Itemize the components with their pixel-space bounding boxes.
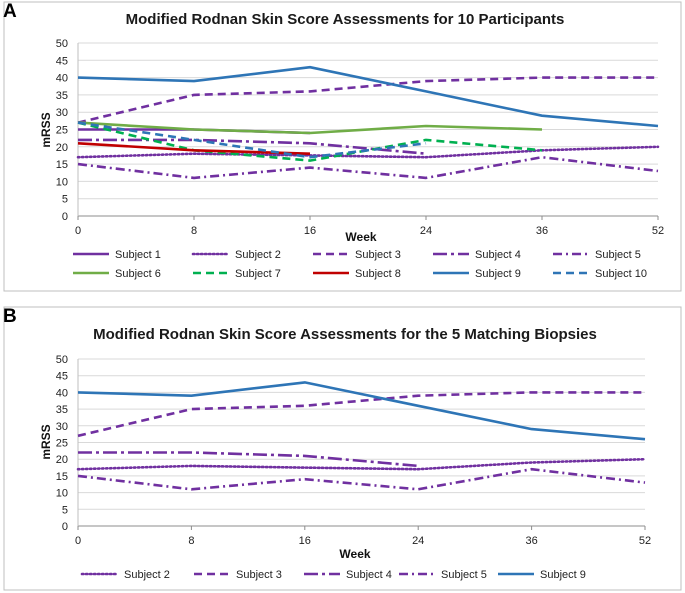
y-tick-label: 0 xyxy=(62,211,68,223)
y-tick-label: 50 xyxy=(56,354,68,366)
x-tick-label: 16 xyxy=(299,535,311,547)
x-tick-label: 52 xyxy=(652,225,664,237)
x-tick-label: 0 xyxy=(75,225,81,237)
x-tick-label: 24 xyxy=(420,225,432,237)
legend-label: Subject 2 xyxy=(235,249,281,261)
y-tick-label: 0 xyxy=(62,521,68,533)
y-tick-label: 30 xyxy=(56,421,68,433)
y-axis-title: mRSS xyxy=(39,112,53,147)
series-line-subject-6 xyxy=(77,121,543,135)
panel-label: B xyxy=(3,306,17,327)
y-tick-label: 50 xyxy=(56,38,68,50)
series-line-subject-3 xyxy=(77,391,645,438)
chart-title: Modified Rodnan Skin Score Assessments f… xyxy=(126,11,565,28)
y-tick-label: 40 xyxy=(56,387,68,399)
x-tick-label: 8 xyxy=(188,535,194,547)
y-tick-label: 20 xyxy=(56,142,68,154)
y-tick-label: 20 xyxy=(56,454,68,466)
series-line-subject-9 xyxy=(77,381,646,441)
x-tick-label: 36 xyxy=(525,535,537,547)
legend: Subject 1 Subject 2 Subject 3 Subject 4 Subj… xyxy=(73,249,647,280)
y-tick-label: 40 xyxy=(56,73,68,85)
y-tick-label: 15 xyxy=(56,159,68,171)
x-tick-label: 36 xyxy=(536,225,548,237)
legend-label: Subject 1 xyxy=(115,249,161,261)
y-tick-label: 30 xyxy=(56,107,68,119)
series-line-subject-4 xyxy=(78,451,419,468)
legend-label: Subject 9 xyxy=(540,569,586,581)
y-tick-label: 45 xyxy=(56,371,68,383)
x-tick-label: 0 xyxy=(75,535,81,547)
y-tick-label: 35 xyxy=(56,404,68,416)
series-line-subject-9 xyxy=(77,65,659,128)
chart-panel-B: B Modified Rodnan Skin Score Assessments … xyxy=(3,306,682,591)
series-line-subject-7 xyxy=(77,121,543,162)
chart-title: Modified Rodnan Skin Score Assessments f… xyxy=(93,326,597,343)
series-line-subject-10 xyxy=(77,121,427,159)
y-tick-label: 15 xyxy=(56,471,68,483)
series-line-subject-2 xyxy=(76,145,660,159)
chart-panel-A: A Modified Rodnan Skin Score Assessments … xyxy=(3,1,682,292)
legend-label: Subject 5 xyxy=(441,569,487,581)
y-tick-label: 25 xyxy=(56,125,68,137)
chart-frame xyxy=(3,306,682,591)
y-tick-label: 10 xyxy=(56,176,68,188)
series-line-subject-3 xyxy=(77,76,658,124)
y-tick-label: 10 xyxy=(56,488,68,500)
legend-label: Subject 7 xyxy=(235,268,281,280)
legend-label: Subject 4 xyxy=(475,249,521,261)
panel-label: A xyxy=(3,1,17,22)
legend-label: Subject 6 xyxy=(115,268,161,280)
series-line-subject-4 xyxy=(78,138,427,155)
legend-label: Subject 2 xyxy=(124,569,170,581)
series-line-subject-5 xyxy=(77,155,659,180)
x-tick-label: 8 xyxy=(191,225,197,237)
x-tick-label: 16 xyxy=(304,225,316,237)
y-tick-label: 45 xyxy=(56,55,68,67)
y-tick-label: 5 xyxy=(62,194,68,206)
series-line-subject-5 xyxy=(77,467,646,491)
x-axis-title: Week xyxy=(345,230,376,244)
legend-label: Subject 4 xyxy=(346,569,392,581)
series-line-subject-2 xyxy=(76,457,647,471)
y-axis-title: mRSS xyxy=(39,424,53,459)
x-axis-title: Week xyxy=(339,547,370,561)
legend-label: Subject 3 xyxy=(236,569,282,581)
x-tick-label: 24 xyxy=(412,535,424,547)
y-tick-label: 5 xyxy=(62,504,68,516)
legend-label: Subject 8 xyxy=(355,268,401,280)
y-tick-label: 25 xyxy=(56,438,68,450)
legend-label: Subject 3 xyxy=(355,249,401,261)
legend-label: Subject 9 xyxy=(475,268,521,280)
legend-label: Subject 5 xyxy=(595,249,641,261)
legend: Subject 2 Subject 3 Subject 4 Subject 5 Subj… xyxy=(80,569,586,581)
x-tick-label: 52 xyxy=(639,535,651,547)
y-tick-label: 35 xyxy=(56,90,68,102)
legend-label: Subject 10 xyxy=(595,268,647,280)
